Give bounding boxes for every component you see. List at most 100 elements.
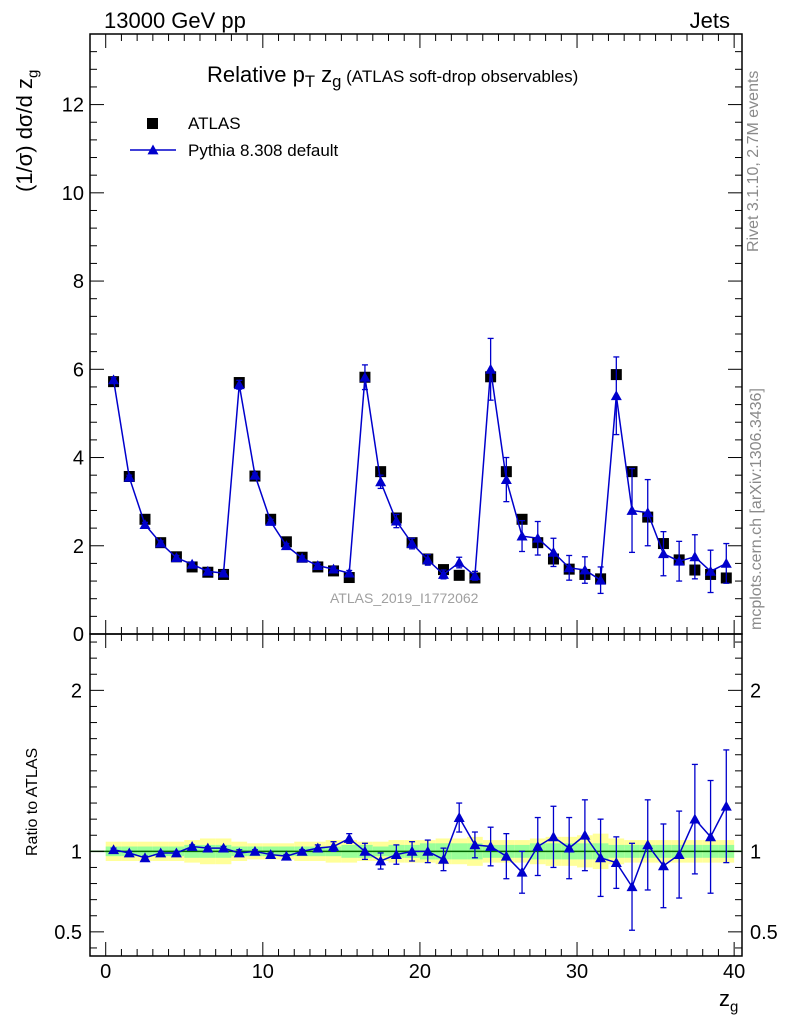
header-right: Jets — [689, 8, 730, 33]
ratio-point — [123, 847, 135, 858]
ratio-point — [500, 850, 512, 861]
x-axis-label-sub: g — [730, 998, 739, 1016]
pythia-point — [705, 565, 717, 576]
main-y-tick-label: 8 — [73, 271, 84, 293]
legend-label-pythia: Pythia 8.308 default — [188, 141, 339, 160]
x-tick-label: 40 — [723, 961, 745, 983]
ratio-point — [469, 839, 481, 850]
pythia-point — [563, 562, 575, 573]
pythia-point — [437, 568, 449, 579]
main-y-axis-label-sub: g — [24, 69, 42, 79]
ratio-point — [563, 842, 575, 853]
x-tick-label: 10 — [252, 961, 274, 983]
main-y-tick-label: 2 — [73, 536, 84, 558]
ratio-point — [312, 842, 324, 853]
atlas-data-point — [343, 572, 355, 584]
pythia-point — [642, 507, 654, 518]
pythia-point — [469, 570, 481, 581]
pythia-point — [265, 516, 277, 526]
pythia-point — [343, 567, 355, 578]
ratio-point — [170, 847, 182, 858]
ratio-series — [108, 749, 732, 931]
pythia-point — [312, 560, 324, 571]
pythia-point — [720, 557, 732, 568]
pythia-point — [579, 564, 591, 575]
ratio-point — [657, 860, 669, 871]
main-series — [108, 337, 732, 595]
pythia-point — [390, 515, 402, 526]
ratio-point — [532, 841, 544, 851]
ratio-point — [328, 841, 340, 851]
ratio-y-tick-label-left: 1 — [71, 841, 82, 863]
pythia-point — [108, 374, 120, 385]
plot-title: Relative pT zg (ATLAS soft-drop observab… — [207, 62, 578, 92]
rivet-version-label: Rivet 3.1.10, 2.7M events — [745, 70, 762, 252]
plot-frames — [89, 33, 743, 957]
title-part-a: Relative p — [207, 62, 305, 87]
pythia-point — [626, 504, 638, 515]
ratio-point — [516, 866, 528, 877]
pythia-point — [610, 390, 622, 401]
pythia-point — [155, 537, 167, 548]
pythia-point — [532, 532, 544, 543]
pythia-point — [673, 555, 685, 566]
ratio-point — [296, 845, 308, 856]
ratio-point — [453, 812, 465, 822]
title-part-b: z — [315, 62, 333, 87]
ratio-y-tick-label-right: 2 — [750, 680, 761, 702]
pythia-point — [202, 565, 214, 576]
ratio-point — [359, 845, 371, 856]
legend-label-atlas: ATLAS — [188, 114, 241, 133]
pythia-point — [422, 554, 434, 565]
ratio-line — [113, 805, 727, 889]
title-sub-a: T — [304, 72, 316, 91]
ratio-point — [673, 849, 685, 859]
ratio-frame — [89, 633, 743, 957]
pythia-point — [218, 567, 230, 578]
title-sub-b: g — [332, 72, 342, 91]
title-part-c: (ATLAS soft-drop observables) — [341, 67, 579, 86]
ratio-point — [202, 842, 214, 853]
x-tick-label: 0 — [100, 961, 111, 983]
atlas-data-point — [375, 466, 387, 478]
main-y-tick-label: 0 — [73, 624, 84, 646]
legend-marker-atlas — [147, 118, 158, 129]
pythia-point — [186, 558, 198, 569]
ratio-point — [610, 857, 622, 868]
ratio-point — [139, 852, 151, 863]
pythia-point — [657, 548, 669, 559]
main-y-axis-label: (1/σ) dσ/d zg — [12, 70, 41, 192]
pythia-point — [406, 538, 418, 548]
pythia-point — [595, 574, 607, 585]
ratio-point — [485, 841, 497, 851]
ratio-y-tick-label-left: 0.5 — [54, 922, 82, 944]
pythia-point — [123, 471, 135, 482]
ratio-point — [233, 847, 245, 858]
ratio-point — [626, 881, 638, 892]
pythia-point — [453, 557, 465, 567]
ratio-y-axis-label: Ratio to ATLAS — [24, 747, 41, 856]
pythia-point — [280, 540, 292, 551]
ratio-point — [155, 847, 167, 858]
ratio-point — [265, 849, 277, 859]
mcplots-label: mcplots.cern.ch [arXiv:1306.3436] — [748, 388, 765, 630]
main-y-axis-label-text: (1/σ) dσ/d z — [12, 78, 37, 192]
pythia-point — [139, 519, 151, 529]
analysis-watermark: ATLAS_2019_I1772062 — [330, 590, 479, 606]
ratio-point — [280, 850, 292, 861]
x-tick-label: 30 — [566, 961, 588, 983]
main-y-tick-label: 12 — [62, 95, 84, 117]
ratio-point — [595, 852, 607, 863]
legend-markers — [130, 118, 176, 155]
x-axis-label-text: z — [719, 986, 730, 1011]
main-y-tick-label: 4 — [73, 448, 84, 470]
legend-marker-pythia — [147, 144, 159, 155]
ratio-point — [437, 853, 449, 864]
axis-ticks — [89, 34, 742, 956]
ratio-point — [705, 831, 717, 842]
ratio-point — [186, 841, 198, 851]
pythia-point — [689, 551, 701, 562]
main-y-tick-label: 10 — [62, 183, 84, 205]
pythia-point — [170, 552, 182, 563]
